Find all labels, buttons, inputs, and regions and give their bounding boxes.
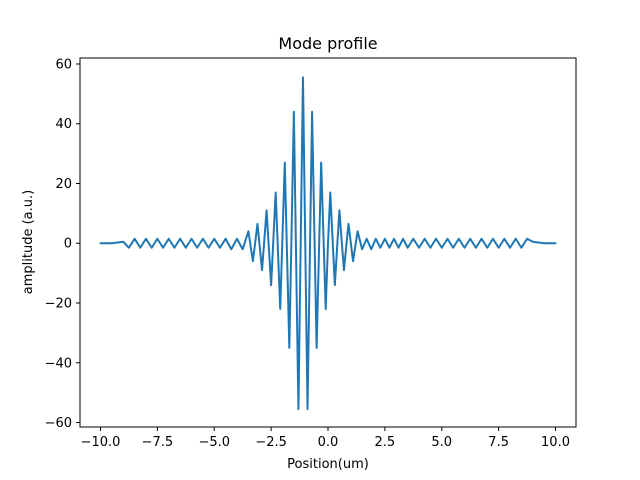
x-tick-label: 2.5 [375,435,396,450]
y-tick-label: 60 [55,57,72,72]
x-tick-label: 7.5 [488,435,509,450]
y-tick-label: 40 [55,117,72,132]
y-axis: −60 −40 −20 0 20 40 60 [45,57,80,431]
y-tick-label: 20 [55,177,72,192]
x-axis: −10.0 −7.5 −5.0 −2.5 0.0 2.5 5.0 7.5 10.0 [81,427,570,450]
x-tick-label: −10.0 [81,435,121,450]
x-axis-title: Position(um) [287,457,369,472]
chart-title: Mode profile [278,34,377,53]
x-tick-label: 0.0 [318,435,339,450]
x-tick-label: 5.0 [431,435,452,450]
y-tick-label: −20 [45,297,72,312]
plot-area [79,57,577,428]
x-tick-label: −2.5 [255,435,287,450]
y-axis-title: amplitude (a.u.) [21,190,36,294]
y-tick-label: −40 [45,356,72,371]
x-tick-label: −5.0 [198,435,230,450]
x-tick-label: −7.5 [142,435,174,450]
y-tick-label: −60 [45,416,72,431]
y-tick-label: 0 [64,237,72,252]
series-line-mode-profile [99,76,557,411]
x-tick-label: 10.0 [541,435,570,450]
